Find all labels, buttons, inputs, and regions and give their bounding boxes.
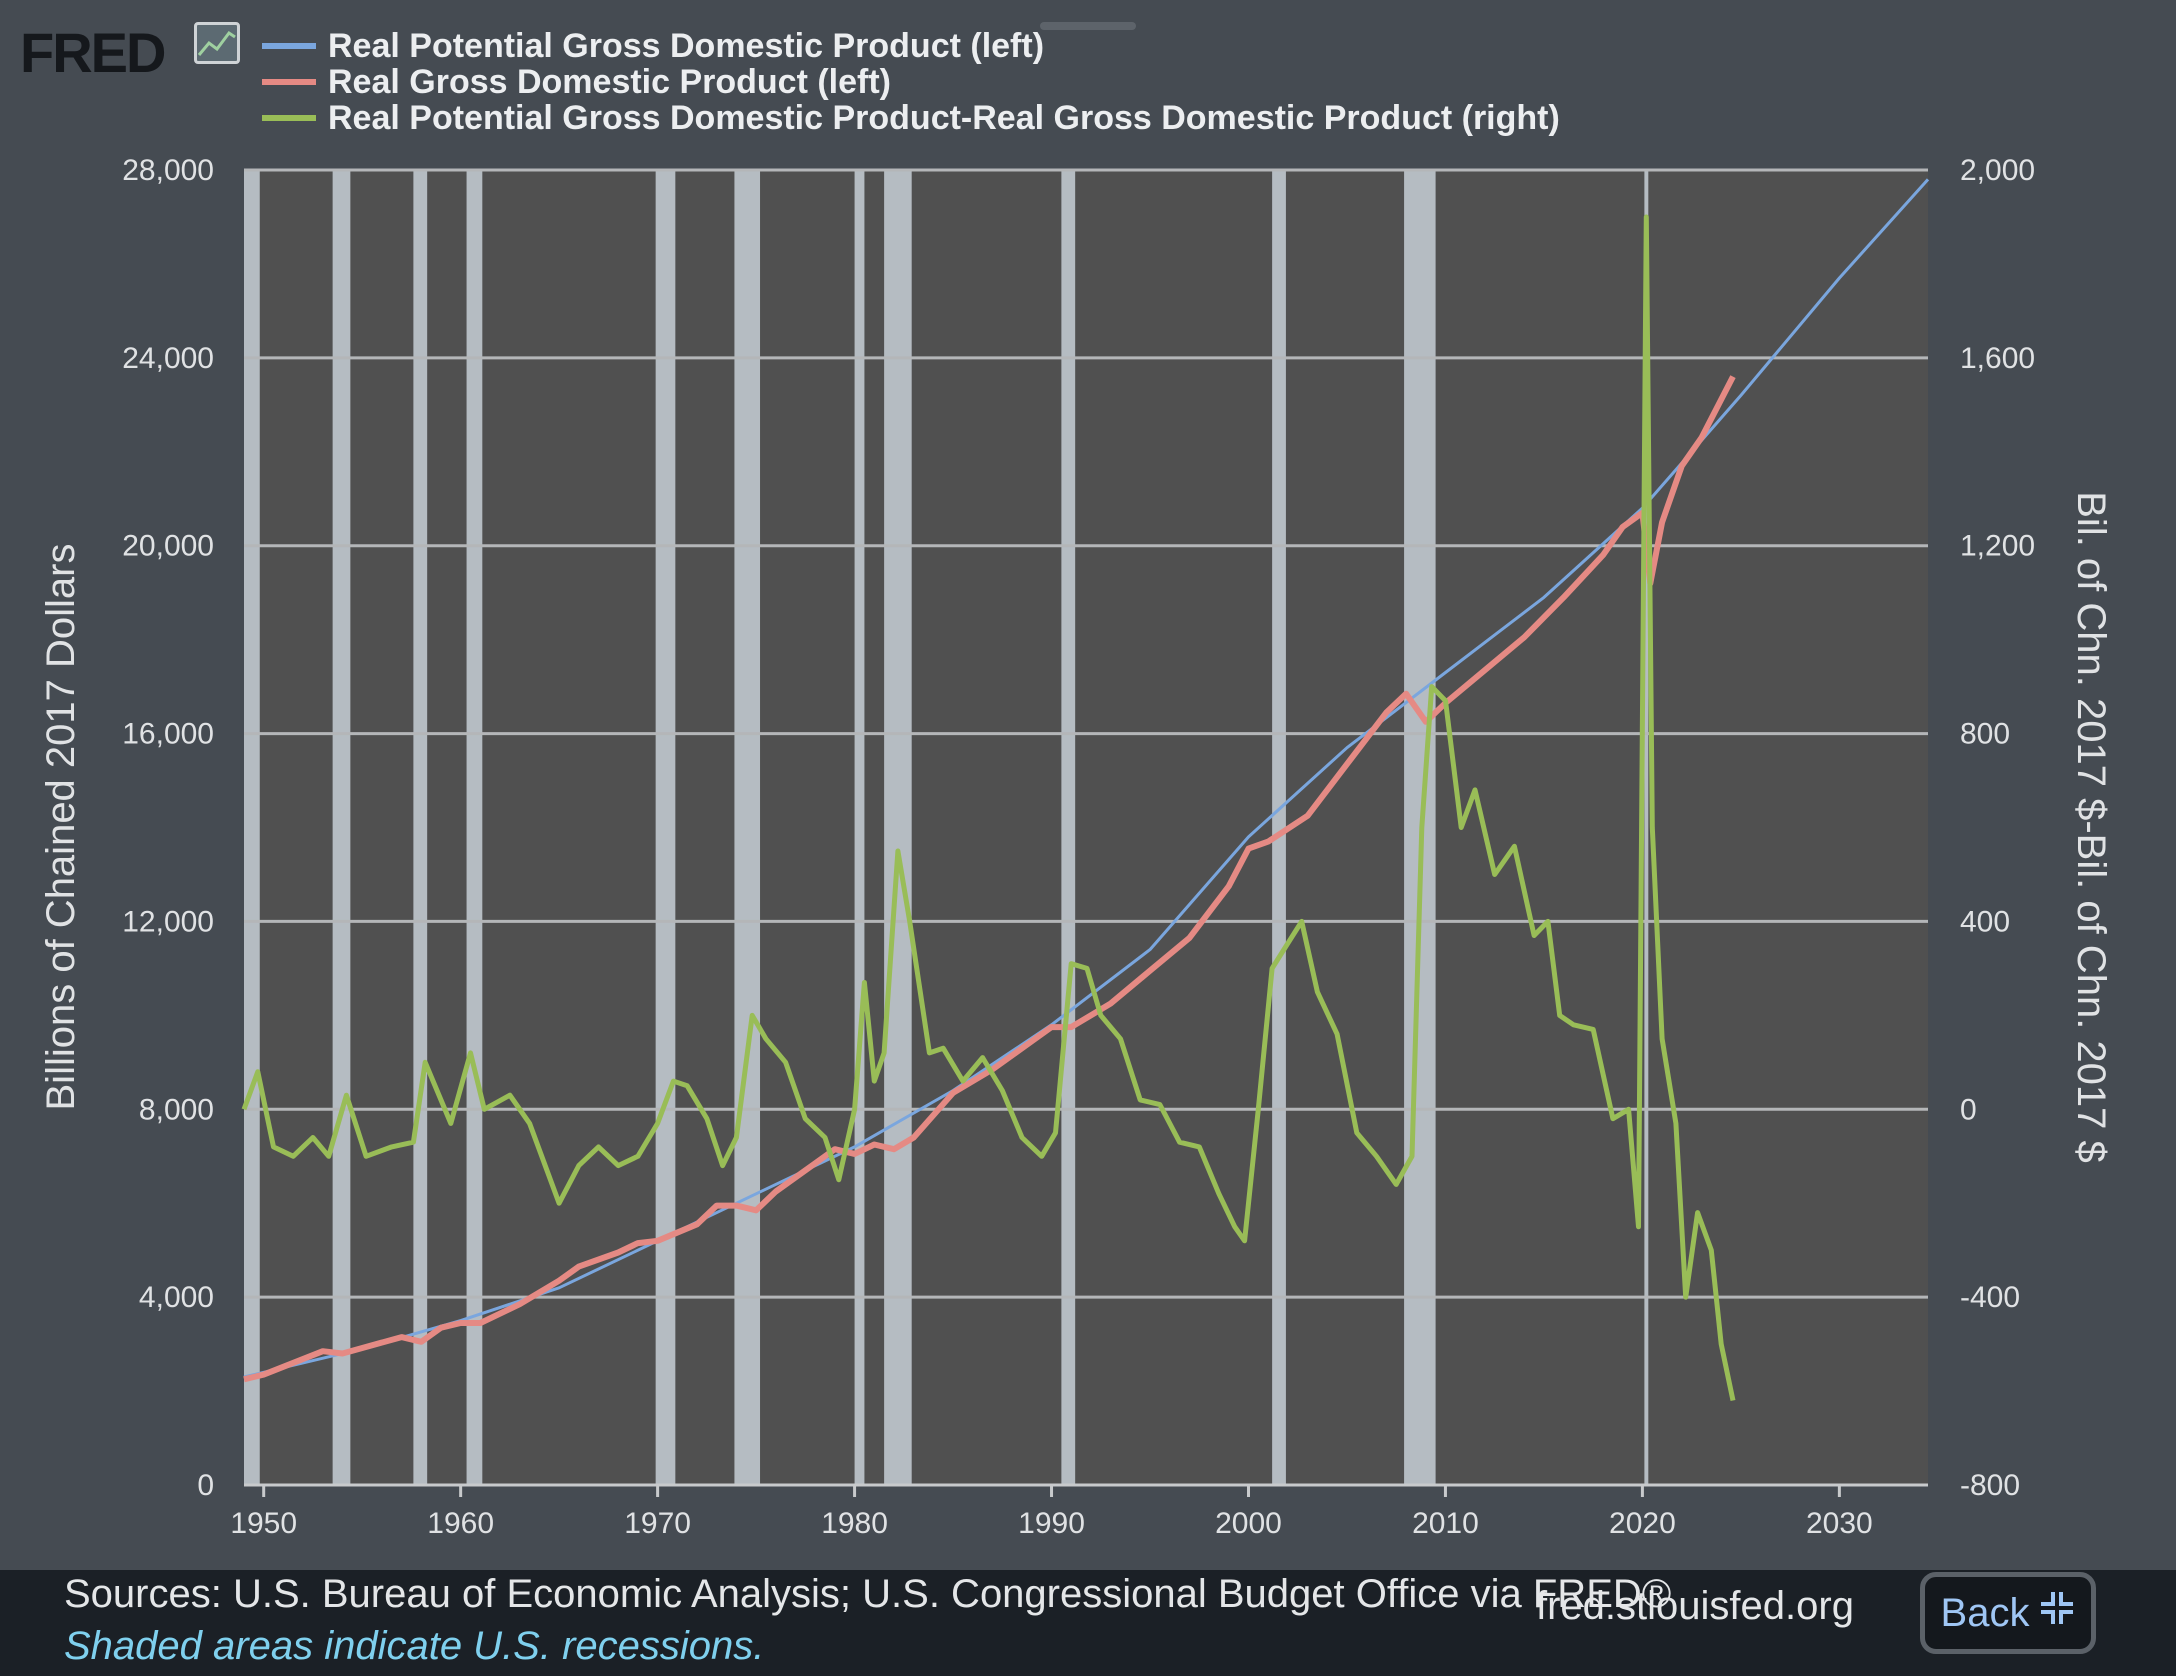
y-tick-label: 20,000 bbox=[122, 530, 214, 563]
x-tick-label: 2000 bbox=[1215, 1507, 1282, 1540]
x-tick-label: 1990 bbox=[1018, 1507, 1085, 1540]
chart-logo-icon bbox=[194, 22, 240, 64]
y-tick-label: 4,000 bbox=[139, 1281, 214, 1314]
y-tick-label: 28,000 bbox=[122, 154, 214, 187]
y2-tick-label: 0 bbox=[1960, 1093, 1977, 1126]
plot-area bbox=[244, 170, 1928, 1485]
recession-note: Shaded areas indicate U.S. recessions. bbox=[64, 1624, 765, 1668]
recession-band bbox=[244, 170, 260, 1485]
recession-band bbox=[1644, 170, 1649, 1485]
legend-label: Real Potential Gross Domestic Product-Re… bbox=[328, 99, 1560, 137]
x-tick-label: 2020 bbox=[1609, 1507, 1676, 1540]
series-line bbox=[243, 375, 1736, 1383]
back-button[interactable]: Back bbox=[1920, 1572, 2096, 1654]
recession-bands bbox=[244, 170, 1649, 1485]
recession-band bbox=[1061, 170, 1076, 1485]
sources-text: Sources: U.S. Bureau of Economic Analysi… bbox=[64, 1572, 1672, 1616]
recession-band bbox=[655, 170, 676, 1485]
y-tick-label: 16,000 bbox=[122, 718, 214, 751]
recession-band bbox=[734, 170, 761, 1485]
x-tick-label: 1980 bbox=[821, 1507, 888, 1540]
y-tick-label: 0 bbox=[197, 1469, 214, 1502]
y2-axis-title: Bil. of Chn. 2017 $-Bil. of Chn. 2017 $ bbox=[2069, 491, 2113, 1163]
recession-band bbox=[1272, 170, 1286, 1485]
y2-tick-label: 400 bbox=[1960, 905, 2010, 938]
x-tick-label: 2030 bbox=[1806, 1507, 1873, 1540]
x-tick-label: 1960 bbox=[427, 1507, 494, 1540]
x-tick-label: 1970 bbox=[624, 1507, 691, 1540]
y2-tick-label: -400 bbox=[1960, 1281, 2020, 1314]
recession-band bbox=[854, 170, 865, 1485]
drag-handle[interactable] bbox=[1040, 22, 1136, 30]
x-tick-label: 1950 bbox=[230, 1507, 297, 1540]
y2-tick-label: 800 bbox=[1960, 718, 2010, 751]
series-lines bbox=[241, 178, 1930, 1402]
y2-tick-label: 1,600 bbox=[1960, 342, 2035, 375]
y-tick-label: 24,000 bbox=[122, 342, 214, 375]
recession-band bbox=[332, 170, 351, 1485]
axes: 0 4,000 8,000 12,000 16,000 20,000 24,000 28,00… bbox=[39, 154, 2113, 1540]
y2-tick-label: 1,200 bbox=[1960, 530, 2035, 563]
site-link[interactable]: fred.stlouisfed.org bbox=[1536, 1584, 1854, 1628]
recession-band bbox=[413, 170, 428, 1485]
recession-band bbox=[466, 170, 483, 1485]
legend-label: Real Potential Gross Domestic Product (l… bbox=[328, 27, 1044, 65]
y-tick-label: 8,000 bbox=[139, 1093, 214, 1126]
y-tick-label: 12,000 bbox=[122, 905, 214, 938]
y2-tick-label: -800 bbox=[1960, 1469, 2020, 1502]
legend: Real Potential Gross Domestic Product (l… bbox=[262, 27, 1560, 137]
legend-label: Real Gross Domestic Product (left) bbox=[328, 63, 891, 101]
recession-band bbox=[884, 170, 912, 1485]
collapse-icon bbox=[2039, 1590, 2075, 1636]
fred-logo: FRED bbox=[20, 21, 166, 84]
x-tick-label: 2010 bbox=[1412, 1507, 1479, 1540]
back-label: Back bbox=[1940, 1590, 2030, 1635]
y-axis-title: Billions of Chained 2017 Dollars bbox=[39, 544, 83, 1111]
series-line bbox=[241, 214, 1736, 1402]
y2-tick-label: 2,000 bbox=[1960, 154, 2035, 187]
footer-bar bbox=[0, 1570, 2176, 1676]
